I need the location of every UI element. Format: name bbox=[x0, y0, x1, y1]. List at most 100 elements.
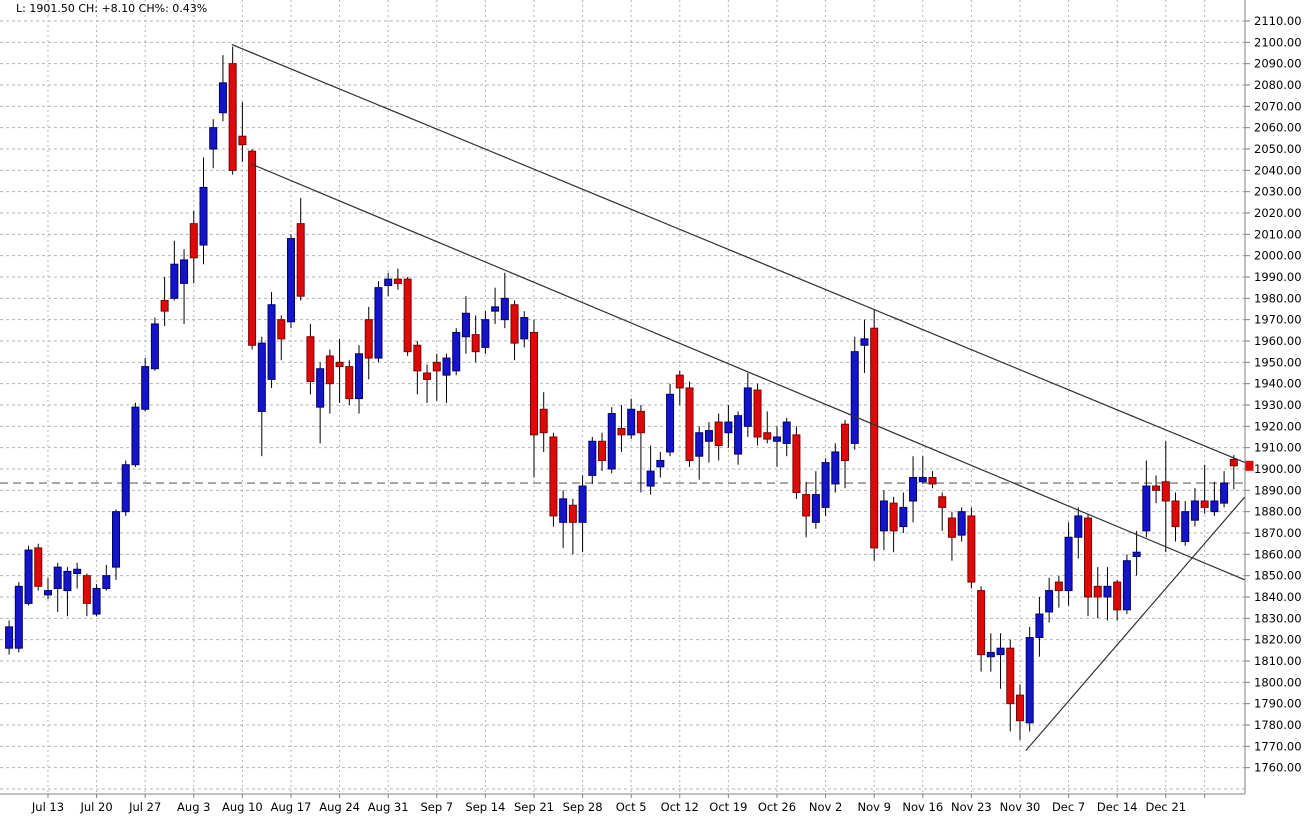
ascending-support-line[interactable] bbox=[1025, 496, 1246, 751]
candle[interactable] bbox=[403, 276, 412, 356]
candle[interactable] bbox=[267, 291, 276, 388]
candle[interactable] bbox=[355, 345, 364, 414]
candle[interactable] bbox=[656, 451, 665, 478]
candle[interactable] bbox=[384, 272, 393, 297]
candle[interactable] bbox=[714, 413, 723, 461]
candle[interactable] bbox=[1181, 500, 1190, 546]
candle[interactable] bbox=[889, 496, 898, 553]
candle[interactable] bbox=[685, 381, 694, 467]
candle[interactable] bbox=[1142, 460, 1151, 538]
candle[interactable] bbox=[724, 404, 733, 448]
lower-channel-line[interactable] bbox=[250, 163, 1246, 581]
candle[interactable] bbox=[899, 492, 908, 533]
candle[interactable] bbox=[860, 319, 869, 373]
candle[interactable] bbox=[102, 564, 111, 591]
candle[interactable] bbox=[481, 311, 490, 354]
candle[interactable] bbox=[1006, 639, 1015, 732]
candle[interactable] bbox=[1200, 464, 1209, 514]
candle[interactable] bbox=[1229, 455, 1238, 490]
candle[interactable] bbox=[821, 458, 830, 516]
candle[interactable] bbox=[14, 582, 23, 653]
candle[interactable] bbox=[529, 319, 538, 478]
candle[interactable] bbox=[675, 370, 684, 405]
candle[interactable] bbox=[364, 306, 373, 380]
candle[interactable] bbox=[743, 372, 752, 437]
candle[interactable] bbox=[578, 475, 587, 553]
candle[interactable] bbox=[1171, 492, 1180, 542]
candle[interactable] bbox=[461, 296, 470, 354]
candle[interactable] bbox=[1152, 475, 1161, 504]
candle[interactable] bbox=[199, 157, 208, 265]
candle[interactable] bbox=[24, 545, 33, 606]
candle[interactable] bbox=[636, 404, 645, 493]
candle[interactable] bbox=[607, 407, 616, 474]
candle[interactable] bbox=[996, 633, 1005, 689]
candle[interactable] bbox=[500, 272, 509, 329]
candle[interactable] bbox=[1161, 441, 1170, 553]
candle[interactable] bbox=[63, 567, 72, 617]
candle[interactable] bbox=[296, 198, 305, 301]
candle[interactable] bbox=[782, 417, 791, 457]
candle[interactable] bbox=[218, 55, 227, 122]
candle[interactable] bbox=[1190, 488, 1199, 527]
candle[interactable] bbox=[1015, 684, 1024, 740]
candle[interactable] bbox=[316, 362, 325, 444]
candle[interactable] bbox=[150, 317, 159, 371]
candle[interactable] bbox=[452, 328, 461, 376]
candle[interactable] bbox=[491, 287, 500, 324]
candle[interactable] bbox=[870, 308, 879, 561]
candle[interactable] bbox=[928, 471, 937, 489]
candle[interactable] bbox=[189, 210, 198, 284]
candle[interactable] bbox=[588, 436, 597, 484]
candle[interactable] bbox=[695, 426, 704, 480]
candle[interactable] bbox=[43, 577, 52, 600]
candle[interactable] bbox=[228, 46, 237, 175]
candle[interactable] bbox=[539, 392, 548, 452]
candle[interactable] bbox=[977, 586, 986, 672]
candle[interactable] bbox=[734, 411, 743, 465]
candle[interactable] bbox=[1093, 567, 1102, 619]
candle[interactable] bbox=[957, 507, 966, 542]
candle[interactable] bbox=[646, 445, 655, 495]
candle[interactable] bbox=[841, 419, 850, 489]
candle[interactable] bbox=[73, 562, 82, 589]
candle[interactable] bbox=[432, 353, 441, 401]
candle[interactable] bbox=[918, 456, 927, 484]
candle[interactable] bbox=[423, 364, 432, 403]
candle[interactable] bbox=[121, 460, 130, 516]
candle[interactable] bbox=[1220, 471, 1229, 508]
candle[interactable] bbox=[345, 360, 354, 405]
candle[interactable] bbox=[704, 422, 713, 463]
candle[interactable] bbox=[666, 383, 675, 457]
candle[interactable] bbox=[850, 336, 859, 450]
candle[interactable] bbox=[1074, 507, 1083, 559]
candle[interactable] bbox=[1122, 554, 1131, 615]
candle[interactable] bbox=[938, 492, 947, 531]
candle[interactable] bbox=[1045, 577, 1054, 623]
candle[interactable] bbox=[180, 249, 189, 324]
candle[interactable] bbox=[627, 398, 636, 440]
candle[interactable] bbox=[1054, 575, 1063, 608]
candle[interactable] bbox=[257, 336, 266, 457]
candle[interactable] bbox=[549, 432, 558, 527]
candle[interactable] bbox=[617, 404, 626, 452]
candle[interactable] bbox=[1084, 513, 1093, 617]
candle[interactable] bbox=[82, 573, 91, 617]
candle[interactable] bbox=[209, 119, 218, 169]
candle[interactable] bbox=[879, 490, 888, 551]
candle[interactable] bbox=[471, 315, 480, 363]
candle[interactable] bbox=[598, 432, 607, 472]
candle[interactable] bbox=[170, 240, 179, 301]
candle[interactable] bbox=[53, 562, 62, 612]
candle[interactable] bbox=[1132, 530, 1141, 576]
candle[interactable] bbox=[374, 281, 383, 363]
candle[interactable] bbox=[286, 234, 295, 329]
candle[interactable] bbox=[986, 633, 995, 672]
candle[interactable] bbox=[753, 383, 762, 446]
candle[interactable] bbox=[335, 338, 344, 403]
candle[interactable] bbox=[112, 509, 121, 580]
candle[interactable] bbox=[831, 443, 840, 493]
candle[interactable] bbox=[141, 358, 150, 412]
candle[interactable] bbox=[510, 300, 519, 361]
